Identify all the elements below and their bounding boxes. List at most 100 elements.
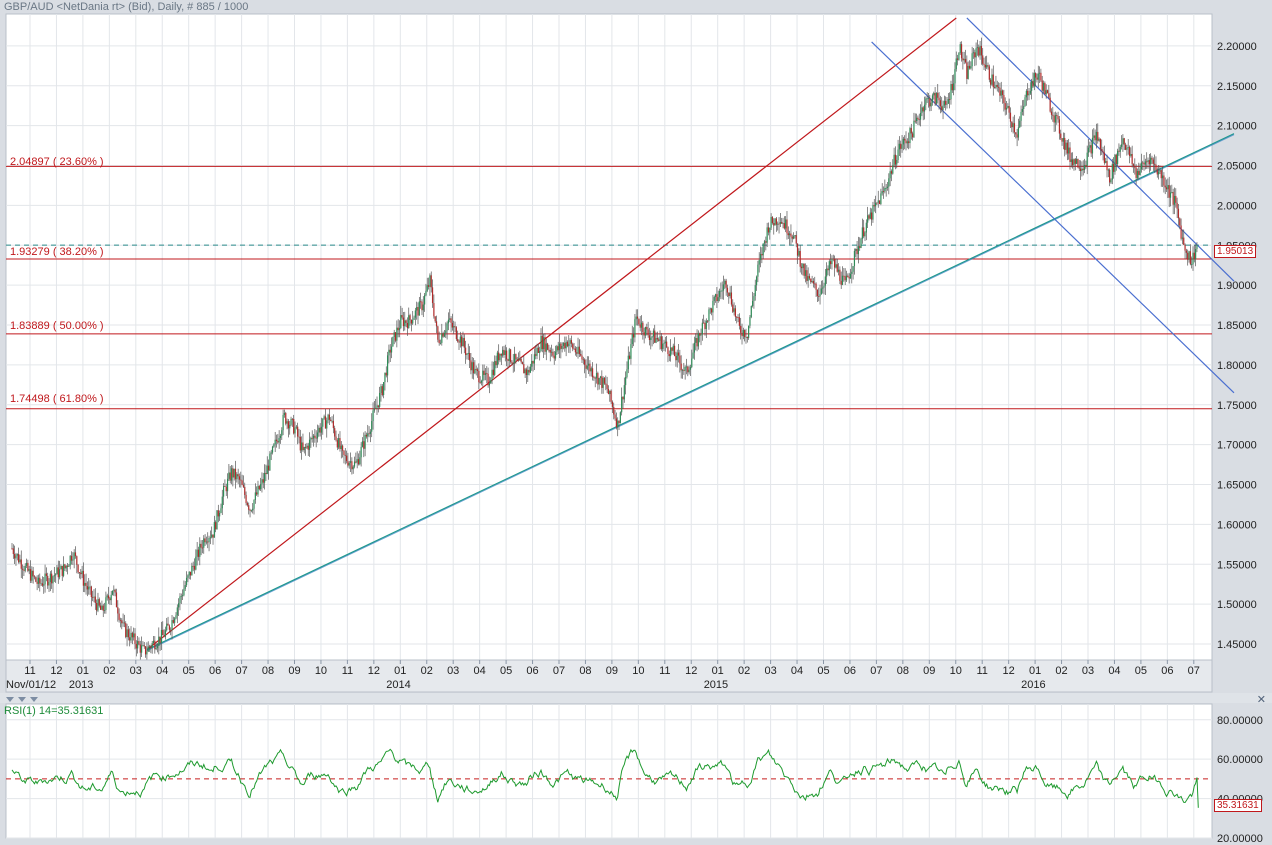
candle-body — [791, 236, 793, 239]
candle-body — [289, 424, 291, 429]
candle-body — [713, 296, 715, 301]
candle-body — [137, 641, 139, 649]
x-tick-label: 03 — [1082, 665, 1094, 677]
candle-body — [93, 596, 95, 598]
y-tick-label: 1.70000 — [1217, 440, 1257, 452]
candle-body — [356, 459, 358, 463]
candle-body — [246, 503, 249, 506]
candle-body — [823, 285, 825, 288]
candle-body — [872, 205, 874, 220]
rsi-grid — [6, 704, 1212, 839]
x-tick-label: 07 — [1188, 665, 1200, 677]
candle-body — [839, 269, 841, 281]
candle-body — [458, 341, 460, 343]
candle-body — [253, 499, 255, 509]
candle-body — [174, 618, 176, 623]
candle-body — [509, 349, 512, 362]
candle-body — [770, 216, 772, 228]
candle-body — [240, 479, 242, 481]
candle-body — [1160, 170, 1162, 179]
candle-body — [223, 486, 225, 497]
rsi-y-tick-label: 80.00000 — [1217, 715, 1263, 727]
candle-body — [818, 296, 820, 297]
candle-body — [1032, 80, 1034, 87]
candle-body — [117, 607, 119, 614]
candle-body — [921, 107, 923, 113]
candle-body — [19, 559, 21, 563]
candle-body — [732, 304, 734, 312]
candle-body — [1189, 251, 1191, 265]
candle-body — [64, 564, 66, 569]
candle-body — [819, 294, 821, 297]
candle-body — [1142, 162, 1144, 164]
candle-body — [824, 276, 826, 286]
candle-body — [322, 418, 324, 427]
candle-body — [972, 52, 975, 54]
candle-body — [494, 361, 496, 375]
candle-body — [336, 440, 338, 448]
candle-body — [1086, 152, 1088, 166]
candle-body — [815, 283, 817, 290]
candle-body — [611, 401, 614, 407]
candle-body — [1061, 138, 1063, 142]
candle-body — [299, 436, 301, 451]
candle-body — [220, 508, 222, 513]
candle-body — [1093, 135, 1095, 138]
candle-body — [252, 508, 254, 511]
candle-body — [267, 465, 270, 471]
candle-body — [1025, 90, 1027, 98]
candle-body — [495, 361, 497, 366]
candle-body — [877, 200, 879, 203]
candle-body — [401, 315, 403, 318]
candle-body — [476, 369, 479, 371]
candle-body — [987, 65, 989, 67]
candle-body — [412, 319, 414, 324]
candle-body — [431, 287, 434, 304]
candle-body — [441, 333, 443, 343]
candle-body — [812, 281, 815, 284]
candle-body — [953, 83, 955, 91]
candle-body — [574, 348, 576, 353]
candle-body — [390, 346, 393, 353]
candle-body — [290, 418, 292, 425]
candle-body — [778, 223, 780, 225]
candle-body — [684, 366, 686, 371]
candle-body — [40, 583, 42, 585]
candle-body — [97, 599, 99, 611]
candle-body — [1187, 252, 1189, 260]
x-tick-label: 05 — [500, 665, 512, 677]
candle-body — [57, 567, 59, 578]
candle-body — [113, 589, 115, 591]
candle-body — [379, 392, 381, 407]
candle-body — [942, 105, 944, 111]
candle-body — [659, 336, 661, 341]
candle-body — [233, 468, 235, 478]
candle-body — [1185, 250, 1187, 253]
candle-body — [807, 276, 809, 281]
candle-body — [154, 640, 156, 650]
candle-body — [349, 461, 352, 463]
candle-body — [500, 353, 502, 356]
candle-body — [561, 345, 563, 349]
candle-body — [105, 597, 107, 611]
candle-body — [316, 432, 319, 439]
candle-body — [463, 337, 465, 348]
candle-body — [373, 408, 375, 411]
candle-body — [1151, 157, 1153, 160]
candle-body — [656, 338, 658, 340]
candle-body — [171, 620, 173, 631]
candle-body — [541, 335, 543, 350]
candle-body — [148, 646, 151, 648]
candle-body — [726, 287, 729, 293]
close-panel-icon[interactable]: ✕ — [1256, 693, 1266, 706]
candle-body — [426, 285, 428, 291]
candle-body — [1021, 108, 1023, 112]
candle-body — [759, 253, 762, 260]
candle-body — [479, 382, 481, 384]
rsi-plot-area — [5, 703, 1213, 839]
candle-body — [714, 294, 717, 297]
candle-body — [1085, 164, 1087, 166]
candle-body — [677, 352, 680, 356]
candle-body — [1049, 97, 1051, 112]
